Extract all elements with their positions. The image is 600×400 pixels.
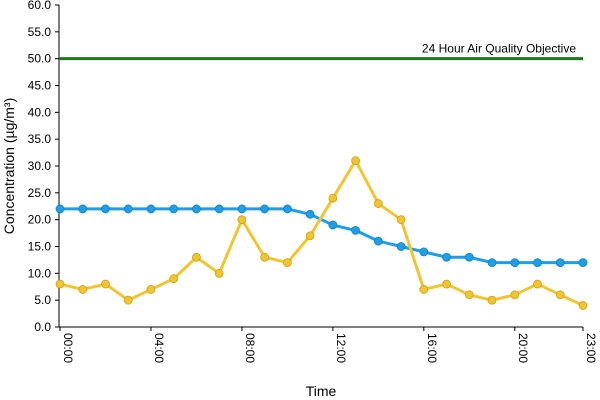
x-tick-label: 20:00	[516, 333, 530, 363]
series-2-point	[419, 285, 429, 294]
series-1-point	[146, 204, 156, 214]
series-2-point	[396, 215, 406, 225]
x-tick-label: 08:00	[243, 333, 257, 363]
y-tick-label: 45.0	[28, 79, 52, 93]
series-1-point	[328, 220, 338, 230]
series-1-point	[442, 252, 451, 262]
series-1-point	[396, 242, 406, 251]
y-tick-label: 30.0	[28, 159, 52, 173]
series-1-point	[192, 204, 201, 214]
series-2-point	[533, 279, 542, 289]
series-2-point	[237, 215, 247, 225]
x-tick-label: 12:00	[334, 333, 348, 363]
series-2-point	[78, 285, 88, 294]
series-1-point	[78, 204, 88, 214]
series-1-point	[533, 258, 542, 268]
series-2-point	[146, 285, 156, 294]
series-1-point	[305, 209, 315, 219]
series-1-point	[214, 204, 224, 214]
y-tick-label: 50.0	[28, 52, 52, 66]
x-axis-title: Time	[306, 383, 337, 399]
reference-line-group: 24 Hour Air Quality Objective	[59, 42, 583, 61]
x-tick-label: 23:00	[584, 333, 598, 363]
y-tick-label: 0.0	[34, 320, 51, 334]
series-1-point	[237, 204, 247, 214]
series-2-point	[351, 156, 361, 166]
series-1-point	[260, 204, 270, 214]
series-2-point	[192, 252, 201, 262]
series-2-point	[282, 258, 292, 268]
series-1-point	[282, 204, 292, 214]
series-2-point	[328, 193, 338, 203]
x-tick-label: 16:00	[425, 333, 439, 363]
series-1-point	[578, 258, 588, 268]
y-tick-label: 60.0	[28, 0, 52, 12]
series-2-point	[578, 301, 588, 310]
series-2-line	[59, 159, 584, 307]
series-2-point	[55, 279, 65, 289]
series-2	[55, 156, 588, 310]
series-1-point	[101, 204, 110, 214]
y-tick-label: 5.0	[34, 293, 51, 307]
y-tick-label: 35.0	[28, 132, 52, 146]
series-2-point	[510, 290, 520, 300]
series-1-point	[351, 225, 361, 235]
series-2-point	[123, 295, 133, 305]
series-2-point	[260, 252, 270, 262]
series-1-point	[510, 258, 520, 268]
y-tick-label: 15.0	[28, 240, 52, 254]
x-tick-label: 00:00	[61, 333, 75, 363]
series-2-point	[442, 279, 451, 289]
y-tick-label: 20.0	[28, 213, 52, 227]
y-tick-label: 40.0	[28, 105, 52, 119]
y-axis-title: Concentration (µg/m³)	[1, 98, 17, 234]
x-tick-labels: 00:00 04:00 08:00 12:00 16:00 20:00 23:00	[59, 327, 598, 363]
series-1-point	[373, 236, 383, 246]
x-tick-label: 04:00	[152, 333, 166, 363]
series-2-point	[487, 295, 497, 305]
series-2-point	[373, 199, 383, 208]
series-1-point	[123, 204, 133, 214]
series-1-point	[555, 258, 565, 268]
series-2-point	[464, 290, 474, 300]
series-1-point	[55, 204, 65, 214]
series-2-point	[555, 290, 565, 300]
series-2-point	[169, 274, 179, 284]
y-tick-label: 25.0	[28, 186, 52, 200]
series-2-point	[305, 231, 315, 241]
y-tick-label: 55.0	[28, 25, 52, 39]
series-1-point	[419, 247, 429, 257]
y-tick-labels: 0.0 5.0 10.0 15.0 20.0 25.0 30.0 35.0 40.0 45.0 50…	[28, 0, 59, 334]
series-1-point	[464, 252, 474, 262]
series-1-point	[169, 204, 179, 214]
series-1-point	[487, 258, 497, 268]
air-quality-objective-label: 24 Hour Air Quality Objective	[422, 42, 576, 56]
y-tick-label: 10.0	[28, 266, 52, 280]
series-2-point	[214, 268, 224, 278]
series-group	[55, 156, 588, 310]
series-2-point	[101, 279, 110, 289]
